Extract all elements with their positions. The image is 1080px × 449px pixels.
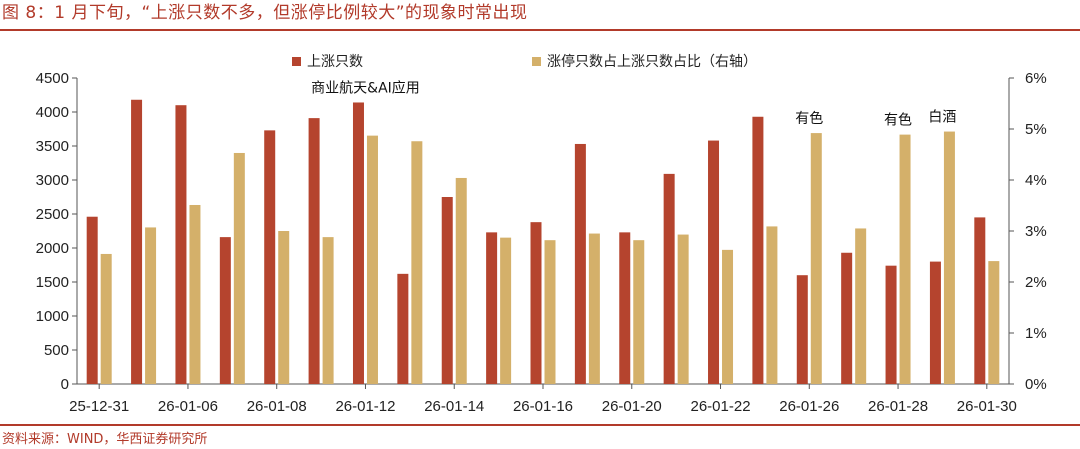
bar-rise-count	[86, 216, 98, 384]
bar-rise-count	[264, 130, 276, 384]
bar-rise-count	[308, 118, 320, 385]
y-right-tick-label: 0%	[1025, 376, 1047, 393]
x-tick-label: 26-01-08	[247, 398, 307, 415]
x-tick-label: 26-01-12	[335, 398, 395, 415]
bar-rise-count	[752, 116, 764, 384]
y-left-tick-label: 500	[44, 342, 69, 359]
legend-label-limit-up-ratio: 涨停只数占上涨只数占比（右轴）	[547, 53, 757, 70]
y-left-tick-label: 4000	[36, 104, 69, 121]
bar-rise-count	[974, 217, 986, 384]
bar-rise-count	[708, 140, 720, 384]
bar-rise-count	[929, 261, 941, 384]
y-right-tick-label: 1%	[1025, 325, 1047, 342]
bar-limit-up-ratio	[677, 234, 689, 384]
bar-limit-up-ratio	[145, 227, 157, 384]
y-left-tick-label: 2500	[36, 206, 69, 223]
annotation-label: 白酒	[928, 110, 956, 126]
bar-limit-up-ratio	[766, 226, 778, 384]
bar-rise-count	[530, 222, 542, 384]
bar-rise-count	[663, 173, 675, 384]
annotation-label: 商业航天&AI应用	[311, 79, 420, 96]
bar-limit-up-ratio	[988, 261, 1000, 384]
x-tick-label: 26-01-26	[779, 398, 839, 415]
bar-limit-up-ratio	[366, 135, 378, 384]
bar-limit-up-ratio	[100, 253, 112, 384]
bar-limit-up-ratio	[633, 240, 645, 384]
y-right-tick-label: 2%	[1025, 274, 1047, 291]
bar-limit-up-ratio	[722, 249, 734, 384]
bar-limit-up-ratio	[855, 228, 867, 384]
x-tick-label: 26-01-06	[158, 398, 218, 415]
y-left-tick-label: 3500	[36, 138, 69, 155]
y-left-tick-label: 1000	[36, 308, 69, 325]
legend-swatch-limit-up-ratio	[532, 57, 541, 66]
y-right-tick-label: 6%	[1025, 70, 1047, 87]
y-left-tick-label: 3000	[36, 172, 69, 189]
x-tick-label: 26-01-16	[513, 398, 573, 415]
bar-rise-count	[486, 232, 498, 384]
bar-limit-up-ratio	[278, 231, 290, 384]
bar-limit-up-ratio	[588, 233, 600, 384]
x-tick-label: 26-01-20	[602, 398, 662, 415]
footer-rule	[0, 424, 1080, 426]
y-right-tick-label: 5%	[1025, 121, 1047, 138]
annotation-label: 有色	[884, 112, 912, 129]
bar-limit-up-ratio	[500, 237, 512, 384]
bar-limit-up-ratio	[233, 152, 245, 384]
bar-rise-count	[796, 275, 808, 384]
x-tick-label: 26-01-22	[691, 398, 751, 415]
annotation-label: 有色	[795, 110, 823, 127]
legend-label-rise-count: 上涨只数	[307, 54, 363, 70]
bar-rise-count	[574, 143, 586, 384]
x-tick-label: 26-01-28	[868, 398, 928, 415]
bar-rise-count	[397, 273, 409, 384]
bar-rise-count	[619, 232, 631, 384]
x-tick-label: 25-12-31	[69, 398, 129, 415]
y-left-tick-label: 1500	[36, 274, 69, 291]
bar-limit-up-ratio	[943, 131, 955, 384]
bar-rise-count	[441, 197, 453, 384]
bar-limit-up-ratio	[411, 141, 423, 384]
bar-limit-up-ratio	[544, 240, 556, 384]
y-left-tick-label: 2000	[36, 240, 69, 257]
legend-swatch-rise-count	[292, 57, 301, 66]
bar-rise-count	[841, 252, 853, 384]
bar-limit-up-ratio	[455, 177, 467, 384]
y-left-tick-label: 0	[61, 376, 69, 393]
y-right-tick-label: 4%	[1025, 172, 1047, 189]
x-tick-label: 26-01-30	[957, 398, 1017, 415]
bar-rise-count	[175, 105, 187, 384]
bar-limit-up-ratio	[189, 204, 201, 384]
bar-limit-up-ratio	[899, 134, 911, 384]
figure-title: 图 8：1 月下旬，“上涨只数不多，但涨停比例较大”的现象时常出现	[2, 3, 528, 23]
y-right-tick-label: 3%	[1025, 223, 1047, 240]
x-tick-label: 26-01-14	[424, 398, 484, 415]
bar-rise-count	[352, 102, 364, 384]
source-note: 资料来源：WIND，华西证券研究所	[2, 432, 208, 447]
bar-rise-count	[885, 265, 897, 384]
bar-limit-up-ratio	[810, 133, 822, 384]
bar-rise-count	[219, 237, 231, 384]
bar-limit-up-ratio	[322, 237, 334, 384]
title-rule	[0, 29, 1080, 31]
y-left-tick-label: 4500	[36, 70, 69, 87]
bar-rise-count	[131, 99, 143, 384]
